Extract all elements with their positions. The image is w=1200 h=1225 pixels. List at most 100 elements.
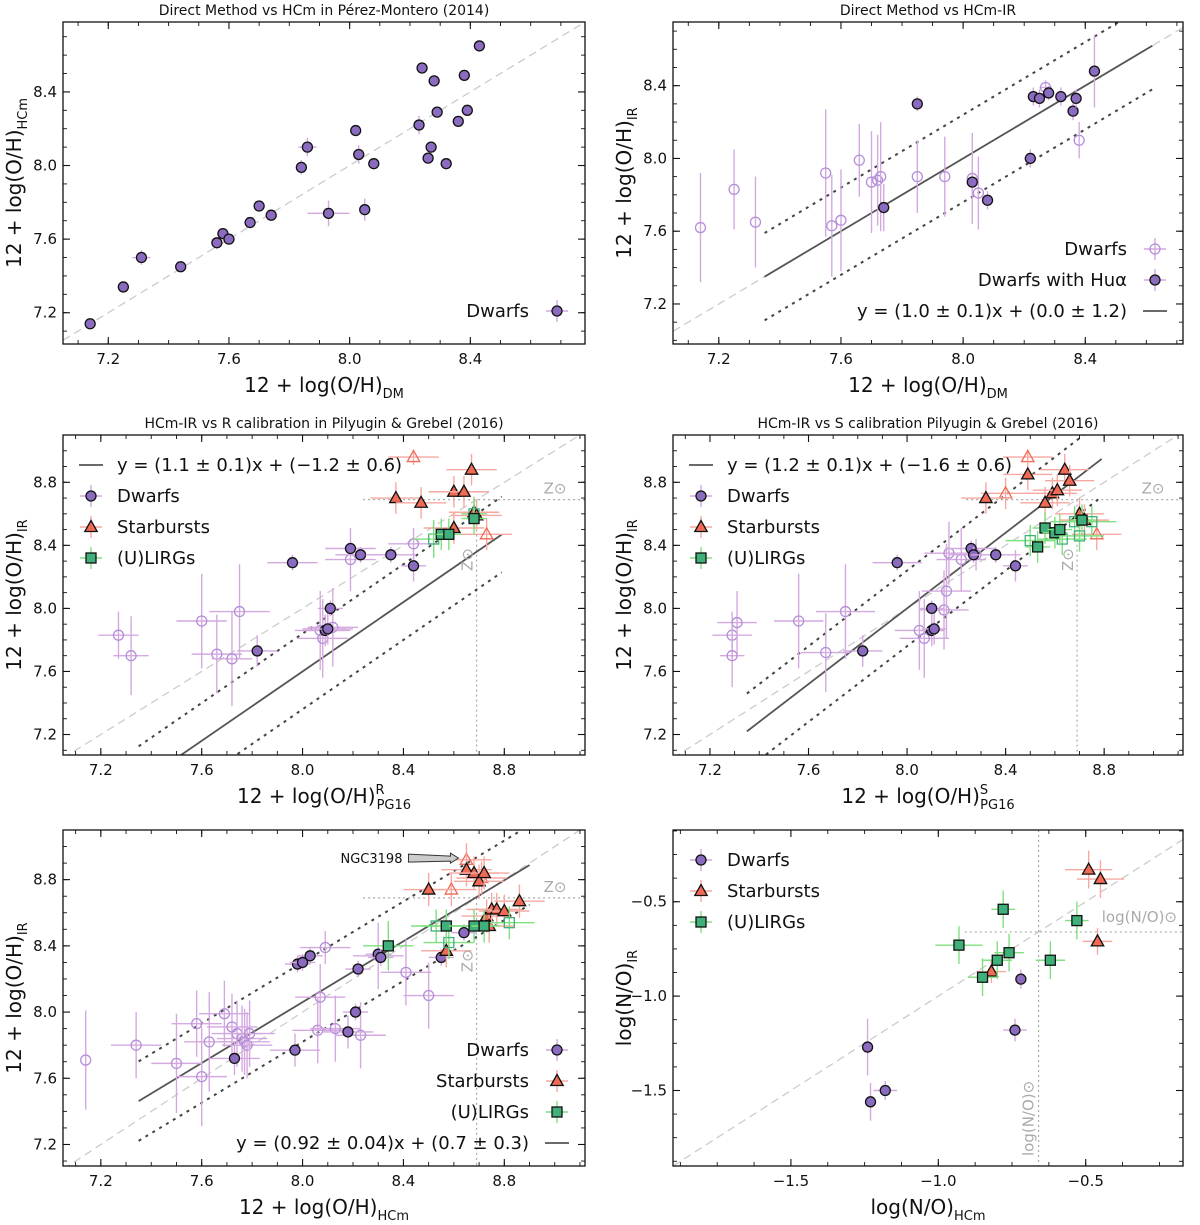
legend-label: Starbursts [727, 881, 820, 902]
annotation-arrow [407, 852, 460, 865]
data-point [422, 152, 434, 164]
data-point [861, 1041, 874, 1053]
data-point [349, 1006, 362, 1018]
data-point [112, 629, 125, 641]
plot-area [66, 830, 585, 1166]
data-point [1039, 522, 1051, 534]
data-point [835, 214, 847, 226]
data-point [385, 549, 397, 561]
data-point [407, 560, 420, 572]
data-point [512, 893, 527, 907]
data-point [1073, 134, 1085, 146]
x-axis-label: log(N/O)HCm [870, 1195, 985, 1224]
solar-label: Z⊙ [544, 480, 567, 498]
data-point [1037, 494, 1053, 508]
data-point [226, 653, 238, 665]
y-tick-label: 8.8 [643, 473, 667, 491]
data-point [473, 40, 486, 52]
data-point [443, 936, 455, 949]
y-tick-label: −0.5 [631, 893, 667, 911]
data-point [981, 194, 994, 206]
y-tick-label: 7.2 [33, 1135, 57, 1153]
y-axis-label: 12 + log(O/H)IR [2, 519, 31, 670]
data-point [196, 615, 208, 627]
data-point [452, 115, 464, 128]
data-point [940, 585, 953, 597]
legend-label: (U)LIRGs [727, 548, 805, 569]
data-point [352, 963, 364, 975]
legend-marker [1149, 274, 1161, 286]
data-point [749, 216, 762, 228]
data-point [196, 1070, 208, 1083]
data-point [820, 167, 832, 179]
legend: y = (1.1 ± 0.1)x + (−1.2 ± 0.6) Dwarfs Sta… [79, 455, 402, 569]
fit-line [138, 864, 530, 1102]
data-point [466, 865, 482, 879]
data-point [413, 119, 425, 131]
data-point [891, 557, 903, 569]
solar-label: Z⊙ [1142, 480, 1165, 498]
data-point [826, 220, 838, 232]
data-point [295, 161, 308, 174]
y-tick-label: 8.4 [33, 536, 57, 554]
data-point [1088, 65, 1101, 77]
legend-label: (U)LIRGs [117, 548, 195, 569]
data-point [496, 903, 512, 917]
axes-frame [62, 829, 586, 1167]
legend-marker [549, 1073, 565, 1087]
data-point [1003, 947, 1015, 959]
y-tick-label: 8.0 [33, 157, 57, 175]
y-tick-label: 7.2 [33, 304, 57, 322]
axes-frame [62, 21, 586, 345]
legend-marker [695, 490, 707, 502]
one-to-one-line [63, 22, 585, 341]
y-axis-label: 12 + log(O/H)IR [612, 107, 641, 258]
data-point [218, 1008, 231, 1020]
data-point [793, 615, 805, 627]
data-point [1033, 92, 1046, 105]
legend: Dwarfs Starbursts (U)LIRGs y = (0.92 ± 0.04… [236, 1039, 569, 1154]
y-tick-label: 7.2 [643, 726, 667, 744]
data-point [926, 602, 938, 615]
plot-area [673, 830, 1183, 1166]
data-point [478, 920, 490, 932]
data-point [479, 526, 494, 540]
x-tick-label: 7.2 [89, 1172, 113, 1190]
x-tick-label: 8.4 [994, 761, 1018, 779]
data-point [1020, 466, 1036, 480]
y-tick-label: 7.2 [643, 295, 667, 313]
data-point [416, 62, 428, 74]
data-point [350, 124, 362, 137]
y-tick-label: 7.6 [643, 222, 667, 240]
data-point [244, 216, 256, 229]
x-tick-label: 8.8 [492, 1172, 516, 1190]
data-point [211, 237, 223, 249]
x-axis-label: 12 + log(O/H)S PG16 [841, 783, 1014, 813]
lower-bound-line [764, 88, 1153, 322]
data-point [125, 650, 137, 662]
legend-label: (U)LIRGs [727, 912, 805, 933]
legend-label: Dwarfs [117, 486, 180, 507]
data-point [203, 1036, 215, 1048]
data-point [503, 917, 515, 929]
data-point [471, 873, 487, 887]
x-tick-label: −1.0 [920, 1172, 956, 1190]
x-tick-label: 7.2 [707, 350, 731, 368]
x-tick-label: 8.0 [951, 350, 975, 368]
data-point [289, 1044, 301, 1056]
data-point [228, 1052, 241, 1065]
fit-line [746, 458, 1103, 733]
data-point [1073, 530, 1086, 542]
legend-marker [693, 519, 709, 533]
data-point [368, 158, 380, 170]
y-axis-label: log(N/O)IR [612, 950, 641, 1046]
data-point [191, 1018, 203, 1030]
x-tick-label: 7.6 [217, 350, 241, 368]
plot-area [66, 435, 585, 755]
data-point [170, 1057, 183, 1070]
panel-1: 7.2 7.6 8.0 8.4 7.2 7.6 8.0 8.4 Direct Method vs… [2, 3, 586, 402]
legend-label: Dwarfs [727, 850, 790, 871]
one-to-one-line [673, 838, 1183, 1166]
legend-label: Starbursts [727, 517, 820, 538]
